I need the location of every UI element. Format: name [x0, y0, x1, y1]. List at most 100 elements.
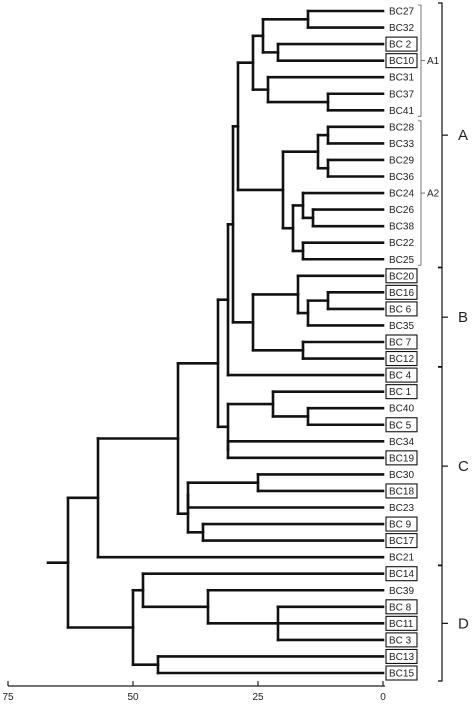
subgroup-bracket-line — [418, 4, 422, 117]
leaf-labels: BC27 BC32 BC 2 BC10 BC31 BC37 BC41 BC28 BC33 BC29… — [385, 7, 418, 681]
leaf-label: BC 3 — [389, 635, 412, 646]
leaf-bc35: BC35 — [389, 321, 414, 332]
leaf-label: BC 5 — [389, 420, 412, 431]
leaf-bc9: BC 9 — [385, 516, 418, 532]
group-bracket-b: B — [438, 267, 468, 368]
leaf-label-box — [385, 301, 418, 317]
leaf-label: BC33 — [389, 139, 414, 150]
leaf-bc3: BC 3 — [385, 632, 418, 648]
leaf-label: BC 7 — [389, 338, 412, 349]
leaf-label: BC10 — [389, 56, 414, 67]
group-bracket-line — [438, 565, 443, 682]
leaf-bc14: BC14 — [385, 566, 418, 582]
leaf-bc38: BC38 — [389, 222, 414, 233]
leaf-bc36: BC36 — [389, 172, 414, 183]
leaf-label: BC25 — [389, 255, 414, 266]
leaf-bc18: BC18 — [385, 483, 418, 499]
leaf-bc5: BC 5 — [385, 417, 418, 433]
leaf-label-box — [385, 36, 418, 52]
leaf-label: BC11 — [389, 619, 414, 630]
leaf-label: BC29 — [389, 155, 414, 166]
group-bracket-c: C — [438, 366, 469, 566]
leaf-label-box — [385, 450, 418, 466]
group-bracket-line — [438, 366, 443, 566]
leaf-label: BC26 — [389, 205, 414, 216]
leaf-label: BC18 — [389, 486, 414, 497]
leaf-bc25: BC25 — [389, 255, 414, 266]
dendrogram-branches — [46, 9, 385, 675]
leaf-bc20: BC20 — [385, 268, 418, 284]
leaf-bc39: BC39 — [389, 586, 414, 597]
leaf-bc23: BC23 — [389, 503, 414, 514]
leaf-label-box — [385, 284, 418, 300]
leaf-bc6: BC 6 — [385, 301, 418, 317]
leaf-label-box — [385, 665, 418, 681]
leaf-label: BC36 — [389, 172, 414, 183]
leaf-bc41: BC41 — [389, 106, 414, 117]
leaf-bc2: BC 2 — [385, 36, 418, 52]
leaf-bc27: BC27 — [389, 7, 414, 18]
leaf-label: BC39 — [389, 586, 414, 597]
leaf-bc24: BC24 — [389, 189, 414, 200]
leaf-label-box — [385, 384, 418, 400]
leaf-label: BC17 — [389, 536, 414, 547]
leaf-bc7: BC 7 — [385, 334, 418, 350]
axis-tick-label: 25 — [252, 692, 264, 703]
leaf-bc4: BC 4 — [385, 367, 418, 383]
leaf-label: BC 2 — [389, 40, 412, 51]
leaf-label-box — [385, 648, 418, 665]
group-bracket-a: A — [438, 2, 468, 268]
distance-axis: 75 50 25 0 — [2, 681, 386, 703]
leaf-bc10: BC10 — [385, 53, 418, 69]
leaf-label: BC20 — [389, 271, 414, 282]
leaf-label: BC22 — [389, 238, 414, 249]
leaf-label: BC 6 — [389, 304, 412, 315]
leaf-label: BC24 — [389, 189, 414, 200]
axis-tick-label: 0 — [380, 692, 386, 703]
leaf-label: BC13 — [389, 652, 414, 663]
axis-tick-label: 75 — [2, 692, 14, 703]
leaf-label: BC37 — [389, 89, 414, 100]
leaf-bc28: BC28 — [389, 122, 414, 133]
leaf-label: BC 8 — [389, 602, 412, 613]
leaf-bc13: BC13 — [385, 648, 418, 665]
leaf-bc8: BC 8 — [385, 599, 418, 615]
leaf-label: BC41 — [389, 106, 414, 117]
leaf-label: BC14 — [389, 569, 414, 580]
leaf-label: BC16 — [389, 288, 414, 299]
subgroup-label: A2 — [427, 189, 440, 200]
leaf-bc40: BC40 — [389, 404, 414, 415]
leaf-label-box — [385, 350, 418, 367]
leaf-label: BC19 — [389, 453, 414, 464]
leaf-label: BC 9 — [389, 520, 412, 531]
leaf-bc29: BC29 — [389, 155, 414, 166]
leaf-bc31: BC31 — [389, 73, 414, 84]
leaf-label: BC12 — [389, 354, 414, 365]
subgroup-bracket-a1: A1 — [418, 4, 440, 117]
leaf-label: BC31 — [389, 73, 414, 84]
leaf-bc19: BC19 — [385, 450, 418, 466]
leaf-label-box — [385, 615, 418, 631]
group-label: B — [458, 309, 468, 326]
leaf-label-box — [385, 417, 418, 433]
leaf-label: BC40 — [389, 404, 414, 415]
leaf-bc22: BC22 — [389, 238, 414, 249]
leaf-bc30: BC30 — [389, 470, 414, 481]
leaf-label: BC32 — [389, 23, 414, 34]
leaf-label: BC30 — [389, 470, 414, 481]
leaf-label: BC35 — [389, 321, 414, 332]
subgroup-label: A1 — [427, 56, 440, 67]
leaf-bc16: BC16 — [385, 284, 418, 300]
leaf-label-box — [385, 516, 418, 532]
leaf-label: BC38 — [389, 222, 414, 233]
leaf-label-box — [385, 599, 418, 615]
leaf-bc21: BC21 — [389, 553, 414, 564]
group-bracket-d: D — [438, 565, 469, 682]
group-bracket-line — [438, 2, 443, 268]
axis-tick-label: 50 — [127, 692, 139, 703]
group-bracket-line — [438, 267, 443, 368]
leaf-bc26: BC26 — [389, 205, 414, 216]
leaf-label: BC28 — [389, 122, 414, 133]
leaf-bc33: BC33 — [389, 139, 414, 150]
subgroup-bracket-line — [418, 120, 422, 266]
